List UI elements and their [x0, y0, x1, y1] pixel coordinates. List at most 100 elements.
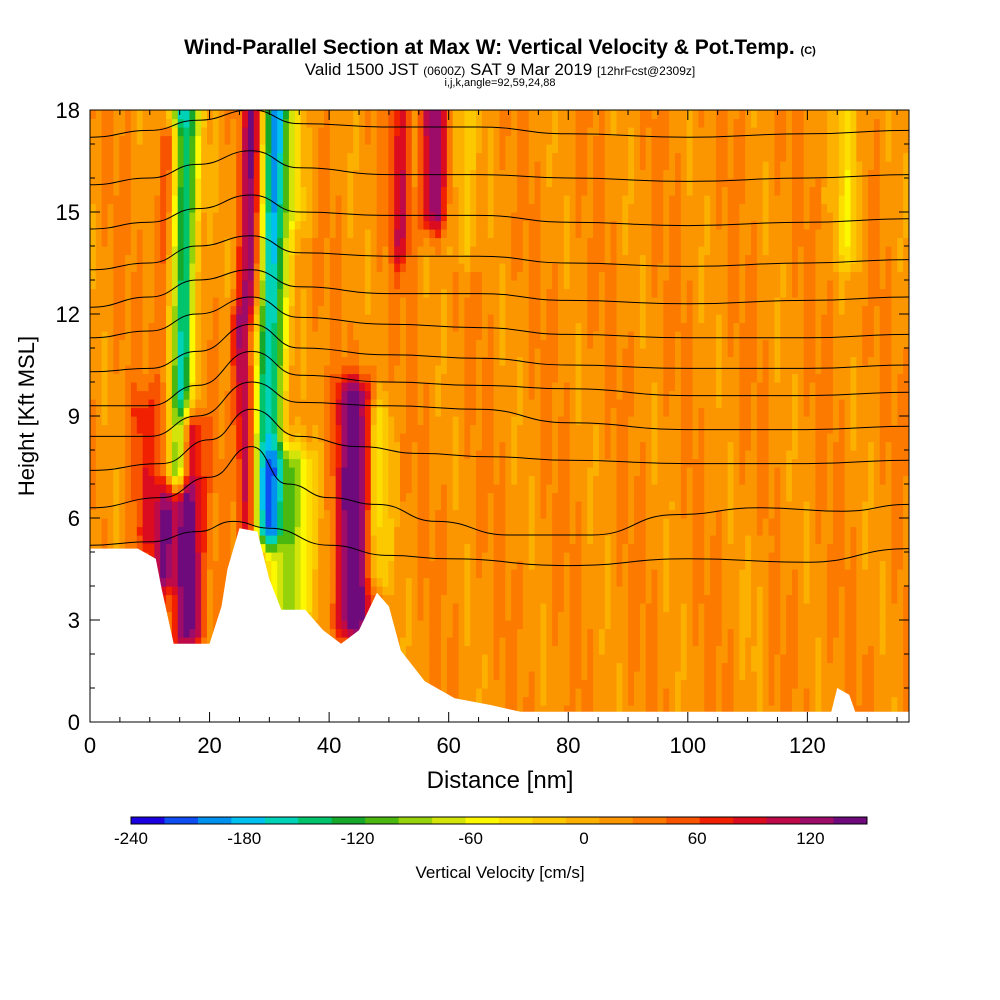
velocity-cell: [441, 586, 448, 596]
velocity-cell: [341, 603, 348, 613]
velocity-cell: [318, 220, 325, 230]
velocity-cell: [166, 518, 173, 528]
velocity-cell: [160, 348, 167, 358]
velocity-cell: [242, 186, 249, 196]
velocity-cell: [417, 331, 425, 341]
velocity-cell: [160, 169, 167, 179]
velocity-cell: [142, 348, 150, 358]
velocity-cell: [95, 314, 103, 324]
velocity-cell: [160, 382, 167, 392]
velocity-cell: [300, 577, 308, 587]
velocity-cell: [347, 407, 354, 417]
velocity-cell: [90, 161, 97, 171]
velocity-cell: [329, 552, 337, 562]
velocity-cell: [207, 501, 214, 511]
velocity-cell: [288, 152, 296, 162]
velocity-cell: [382, 560, 389, 570]
velocity-cell: [476, 305, 483, 315]
velocity-cell: [359, 288, 366, 298]
velocity-cell: [265, 186, 272, 196]
velocity-cell: [253, 314, 261, 324]
velocity-cell: [125, 237, 132, 247]
velocity-cell: [107, 407, 114, 417]
velocity-cell: [294, 348, 302, 358]
velocity-cell: [166, 594, 173, 604]
velocity-cell: [90, 288, 97, 298]
velocity-cell: [487, 535, 495, 545]
velocity-cell: [142, 110, 150, 120]
velocity-cell: [195, 628, 202, 638]
velocity-cell: [224, 263, 231, 273]
velocity-cell: [306, 322, 313, 332]
velocity-cell: [107, 246, 114, 256]
velocity-cell: [411, 543, 419, 553]
velocity-cell: [405, 246, 413, 256]
velocity-cell: [417, 246, 425, 256]
velocity-cell: [259, 110, 267, 120]
velocity-cell: [359, 254, 366, 264]
velocity-cell: [441, 271, 448, 281]
velocity-cell: [417, 458, 425, 468]
velocity-cell: [253, 467, 261, 477]
velocity-cell: [364, 297, 372, 307]
velocity-cell: [411, 203, 419, 213]
velocity-cell: [189, 169, 196, 179]
velocity-cell: [142, 297, 150, 307]
velocity-cell: [364, 331, 372, 341]
velocity-cell: [318, 356, 325, 366]
velocity-cell: [201, 594, 208, 604]
velocity-cell: [212, 441, 220, 451]
velocity-cell: [353, 280, 360, 290]
velocity-cell: [113, 467, 120, 477]
velocity-cell: [476, 365, 483, 375]
velocity-cell: [435, 365, 442, 375]
velocity-cell: [107, 484, 114, 494]
velocity-cell: [177, 110, 185, 120]
velocity-cell: [95, 509, 103, 519]
velocity-cell: [125, 399, 132, 409]
velocity-cell: [382, 518, 389, 528]
velocity-cell: [435, 535, 442, 545]
velocity-cell: [201, 543, 208, 553]
velocity-cell: [277, 373, 284, 383]
velocity-cell: [136, 212, 144, 222]
velocity-cell: [265, 509, 272, 519]
velocity-cell: [130, 526, 138, 536]
velocity-cell: [242, 203, 249, 213]
velocity-cell: [359, 373, 366, 383]
velocity-cell: [300, 458, 308, 468]
velocity-cell: [136, 331, 144, 341]
velocity-cell: [300, 203, 308, 213]
velocity-cell: [476, 543, 483, 553]
velocity-cell: [142, 543, 150, 553]
velocity-cell: [154, 178, 161, 188]
velocity-cell: [125, 254, 132, 264]
velocity-cell: [458, 356, 465, 366]
velocity-cell: [464, 203, 471, 213]
velocity-cell: [347, 509, 354, 519]
velocity-cell: [107, 433, 114, 443]
velocity-cell: [476, 433, 483, 443]
velocity-cell: [341, 399, 348, 409]
velocity-cell: [277, 356, 284, 366]
velocity-cell: [324, 501, 331, 511]
velocity-cell: [417, 662, 425, 672]
velocity-cell: [370, 331, 378, 341]
velocity-cell: [218, 203, 226, 213]
velocity-cell: [177, 288, 185, 298]
velocity-cell: [201, 118, 208, 128]
velocity-cell: [253, 161, 261, 171]
velocity-cell: [277, 161, 284, 171]
velocity-cell: [458, 135, 465, 145]
velocity-cell: [300, 288, 308, 298]
velocity-cell: [171, 203, 179, 213]
velocity-cell: [148, 467, 155, 477]
velocity-cell: [464, 543, 471, 553]
velocity-cell: [189, 152, 196, 162]
velocity-cell: [341, 322, 348, 332]
velocity-cell: [160, 203, 167, 213]
velocity-cell: [476, 110, 483, 120]
velocity-cell: [300, 492, 308, 502]
velocity-cell: [341, 433, 348, 443]
velocity-cell: [329, 322, 337, 332]
